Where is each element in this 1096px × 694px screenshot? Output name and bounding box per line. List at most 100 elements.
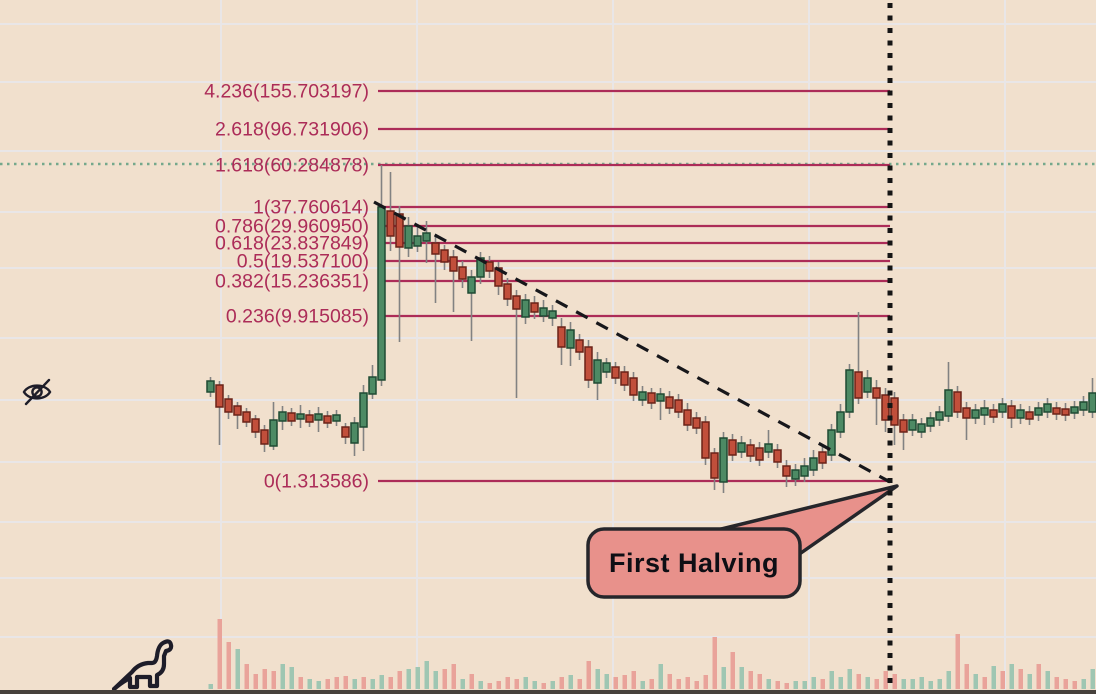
volume-bar [847, 669, 852, 689]
volume-bar [550, 681, 555, 689]
callout-bubble[interactable] [586, 527, 802, 599]
candle [287, 412, 296, 422]
trend-line[interactable] [373, 200, 891, 484]
candle [377, 206, 386, 381]
candle [566, 329, 575, 349]
volume-bar [1018, 669, 1023, 689]
candle [440, 249, 449, 263]
volume-bar [577, 679, 582, 689]
candles-layer [206, 206, 1096, 483]
candle [242, 411, 251, 423]
volume-bar [1000, 671, 1005, 689]
candle [314, 413, 323, 421]
candle [701, 421, 710, 459]
candle [755, 447, 764, 461]
candle [296, 413, 305, 420]
volume-bar [1072, 681, 1077, 689]
volume-bar [865, 677, 870, 689]
fib-level-label[interactable]: 0.786(29.960950) [215, 216, 369, 238]
visibility-off-icon[interactable] [22, 378, 52, 406]
volume-bar [316, 681, 321, 689]
volume-bar [1054, 677, 1059, 689]
candle [935, 411, 944, 421]
volume-bar [343, 676, 348, 689]
volume-bar [280, 664, 285, 689]
candle [953, 391, 962, 413]
fib-lines-layer[interactable] [378, 89, 890, 483]
volume-bar [334, 677, 339, 689]
volume-bar [415, 667, 420, 689]
volume-bar [973, 674, 978, 689]
fib-level-label[interactable]: 0.382(15.236351) [215, 271, 369, 293]
volume-bar [487, 683, 492, 689]
candle [305, 414, 314, 423]
fib-level-label[interactable]: 0.5(19.537100) [237, 251, 369, 273]
candle [1052, 407, 1061, 415]
volume-bar [1081, 679, 1086, 689]
candle [989, 409, 998, 418]
candle [1025, 411, 1034, 420]
volume-bar [595, 669, 600, 689]
volume-bar [937, 679, 942, 689]
volume-bar [640, 681, 645, 689]
candle [206, 380, 215, 393]
volume-bar [568, 675, 573, 689]
candle [926, 417, 935, 427]
volume-bar [775, 681, 780, 689]
volume-bar [730, 652, 735, 689]
candle [827, 429, 836, 456]
volume-bar [289, 667, 294, 689]
volume-bar [370, 679, 375, 689]
volume-bar [739, 667, 744, 689]
volume-bar [856, 674, 861, 689]
volume-bar [613, 677, 618, 689]
volume-bar [658, 664, 663, 689]
volume-bar [559, 677, 564, 689]
candle [611, 366, 620, 379]
volume-bar [631, 671, 636, 689]
candle [647, 392, 656, 404]
candle [890, 397, 899, 426]
fib-level-label[interactable]: 1.618(60.284878) [215, 155, 369, 177]
candle [395, 213, 404, 248]
volume-bar [811, 677, 816, 689]
candle [350, 422, 359, 444]
fib-labels-layer[interactable]: 4.236(155.703197) 2.618(96.731906) 1.618(6… [204, 81, 369, 493]
fib-level-label[interactable]: 0(1.313586) [264, 471, 369, 493]
fib-level-label[interactable]: 0.618(23.837849) [215, 233, 369, 255]
candle [917, 423, 926, 433]
fib-level-label[interactable]: 4.236(155.703197) [204, 81, 369, 103]
fib-level-label[interactable]: 1(37.760614) [253, 197, 369, 219]
fib-level-label[interactable]: 0.236(9.915085) [226, 306, 369, 328]
volume-bar [802, 681, 807, 689]
candle [710, 452, 719, 479]
volume-bar [388, 677, 393, 689]
candle [1079, 401, 1088, 411]
candle [413, 235, 422, 247]
eye-outline [22, 384, 52, 400]
volume-bar [946, 671, 951, 689]
volume-bar [352, 679, 357, 689]
dinosaur-outline [111, 639, 174, 692]
volume-bar [649, 679, 654, 689]
volume-bar [298, 677, 303, 689]
candle [215, 384, 224, 408]
volume-bar [721, 667, 726, 689]
volume-bar [532, 681, 537, 689]
volume-bar [1027, 674, 1032, 689]
volume-bar [262, 669, 267, 689]
volume-bar [964, 664, 969, 689]
fib-level-label[interactable]: 2.618(96.731906) [215, 119, 369, 141]
volume-bar [874, 679, 879, 689]
volume-layer [208, 619, 1095, 689]
volume-bar [307, 679, 312, 689]
volume-bar [910, 679, 915, 689]
dinosaur-icon[interactable] [111, 639, 174, 692]
candle [1034, 407, 1043, 416]
volume-bar [991, 666, 996, 689]
eye-pupil [31, 386, 43, 398]
volume-bar [703, 675, 708, 689]
